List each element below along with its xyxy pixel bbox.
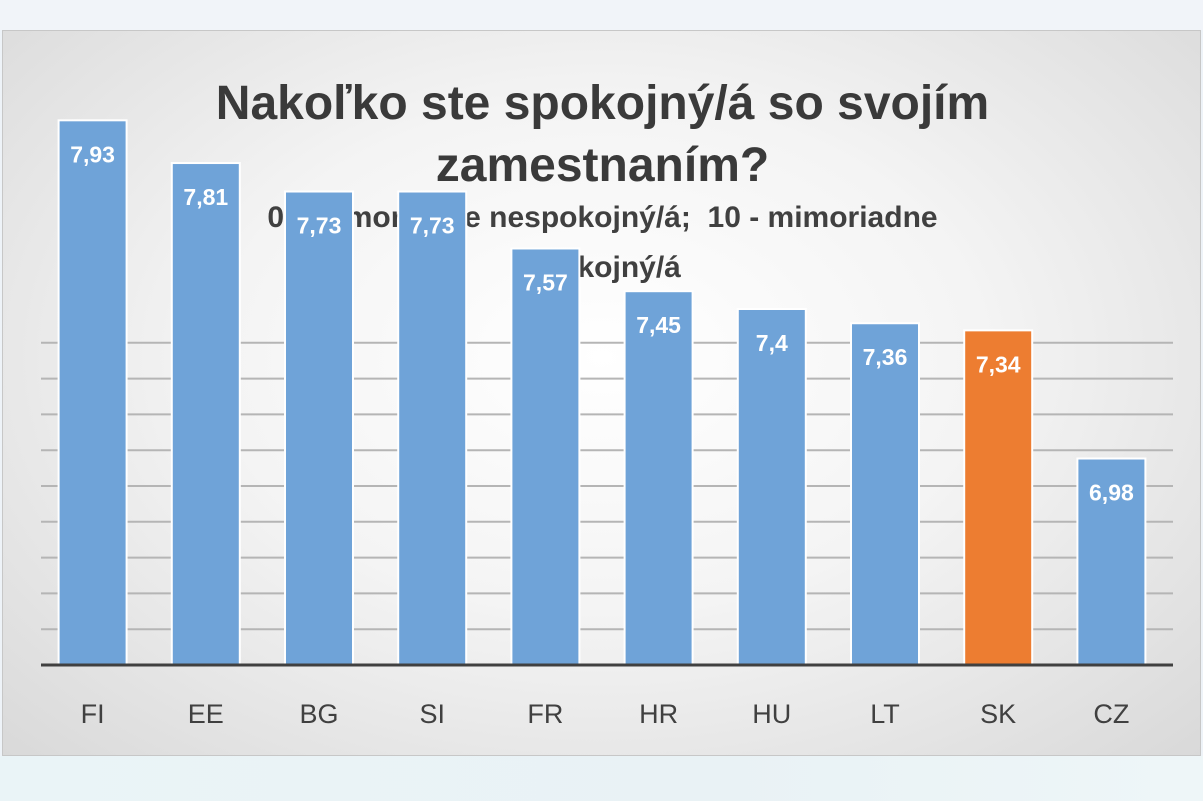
data-label-fr: 7,57 <box>523 269 568 295</box>
x-tick-label-bg: BG <box>299 699 338 729</box>
bar-bg <box>284 190 354 667</box>
chart-title: Nakoľko ste spokojný/á so svojím zamestn… <box>3 73 1202 197</box>
x-tick-label-lt: LT <box>870 699 900 729</box>
bar-chart-plot: 7,93 FI 7,81 EE 7,73 BG 7,73 SI 7,57 FR 7,45 HR 7,4 H… <box>41 119 1173 729</box>
x-tick-label-hr: HR <box>639 699 678 729</box>
page-top-strip <box>0 0 1203 30</box>
x-tick-label-cz: CZ <box>1093 699 1129 729</box>
x-tick-label-si: SI <box>419 699 445 729</box>
data-label-cz: 6,98 <box>1089 480 1134 506</box>
x-tick-label-hu: HU <box>752 699 791 729</box>
data-label-ee: 7,81 <box>183 184 228 210</box>
data-label-hu: 7,4 <box>756 330 788 356</box>
x-tick-label-ee: EE <box>188 699 224 729</box>
bar-lt <box>850 322 920 666</box>
data-label-fi: 7,93 <box>70 141 115 167</box>
x-tick-label-fr: FR <box>527 699 563 729</box>
x-tick-label-fi: FI <box>81 699 105 729</box>
bar-fr <box>510 247 581 666</box>
data-label-bg: 7,73 <box>297 213 342 239</box>
bar-si <box>397 190 468 667</box>
x-tick-label-sk: SK <box>980 699 1016 729</box>
bar-ee <box>170 162 241 666</box>
bars: 7,93 FI 7,81 EE 7,73 BG 7,73 SI 7,57 FR 7,45 HR 7,4 H… <box>57 119 1147 729</box>
bar-sk <box>963 329 1034 666</box>
data-label-si: 7,73 <box>410 213 455 239</box>
chart-title-line-1: Nakoľko ste spokojný/á so svojím <box>215 77 990 130</box>
bar-hu <box>736 308 807 666</box>
chart-panel: Nakoľko ste spokojný/á so svojím zamestn… <box>2 30 1201 756</box>
data-label-sk: 7,34 <box>976 351 1021 377</box>
bar-fi <box>57 119 128 666</box>
page-bottom-strip <box>0 756 1203 801</box>
chart-title-line-2: zamestnaním? <box>435 139 770 192</box>
data-label-hr: 7,45 <box>636 312 681 338</box>
data-label-lt: 7,36 <box>863 344 908 370</box>
bar-hr <box>623 290 694 666</box>
